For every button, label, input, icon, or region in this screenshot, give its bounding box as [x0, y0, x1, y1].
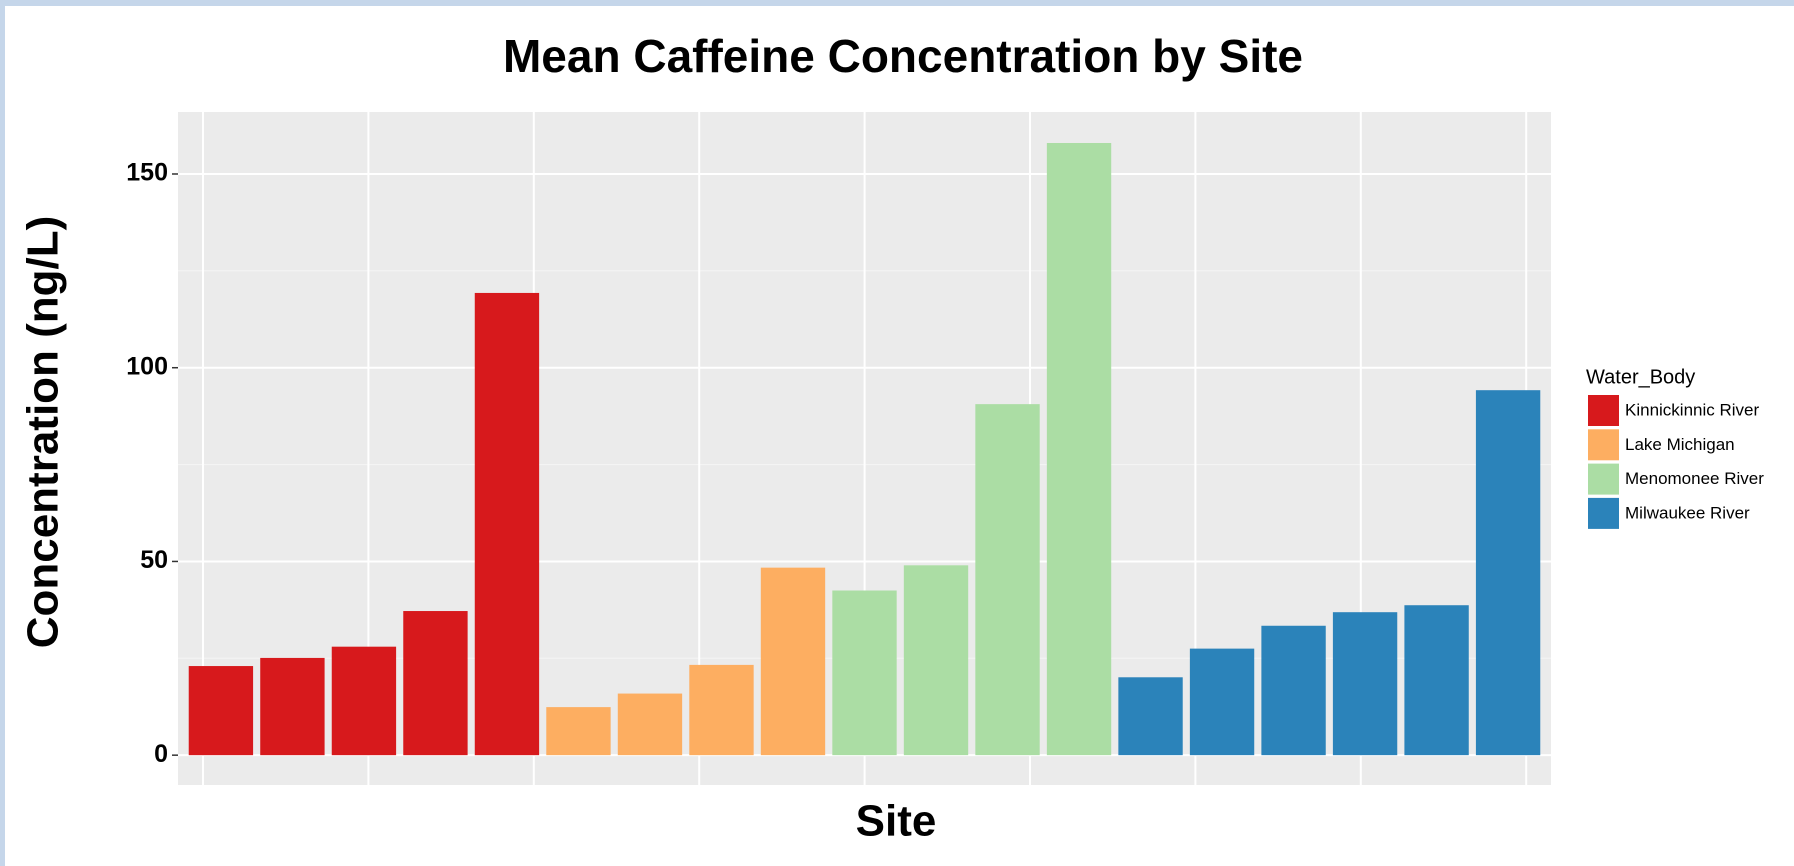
y-axis-label: Concentration (ng/L) — [19, 216, 68, 649]
y-tick-label: 100 — [126, 352, 168, 380]
bar — [331, 646, 397, 756]
legend-label: Milwaukee River — [1625, 503, 1750, 522]
legend-label: Menomonee River — [1625, 469, 1764, 488]
bar — [1404, 605, 1469, 756]
legend-key — [1588, 497, 1619, 529]
legend-label: Kinnickinnic River — [1625, 400, 1759, 419]
bar — [1475, 390, 1541, 756]
bar — [903, 565, 969, 756]
bar — [832, 590, 897, 756]
bar — [975, 404, 1040, 756]
legend-title: Water_Body — [1586, 366, 1695, 388]
bar — [546, 707, 611, 756]
y-tick-label: 150 — [126, 159, 168, 187]
bar — [188, 666, 254, 756]
chart-title: Mean Caffeine Concentration by Site — [503, 30, 1303, 82]
legend-key — [1588, 395, 1619, 426]
bar — [1046, 142, 1112, 756]
bar — [760, 567, 826, 756]
x-axis-label: Site — [856, 797, 937, 846]
bar — [1332, 612, 1398, 756]
bar — [474, 292, 540, 756]
bar — [1261, 625, 1326, 756]
bar — [617, 693, 683, 756]
legend-key — [1588, 463, 1619, 495]
legend-key — [1588, 429, 1619, 461]
bar — [1118, 677, 1183, 756]
y-tick-label: 50 — [140, 546, 168, 574]
bar — [689, 664, 754, 756]
bar — [1189, 648, 1255, 756]
bar — [403, 611, 468, 756]
bar — [260, 657, 325, 756]
y-tick-label: 0 — [154, 740, 168, 768]
legend-label: Lake Michigan — [1625, 435, 1735, 454]
